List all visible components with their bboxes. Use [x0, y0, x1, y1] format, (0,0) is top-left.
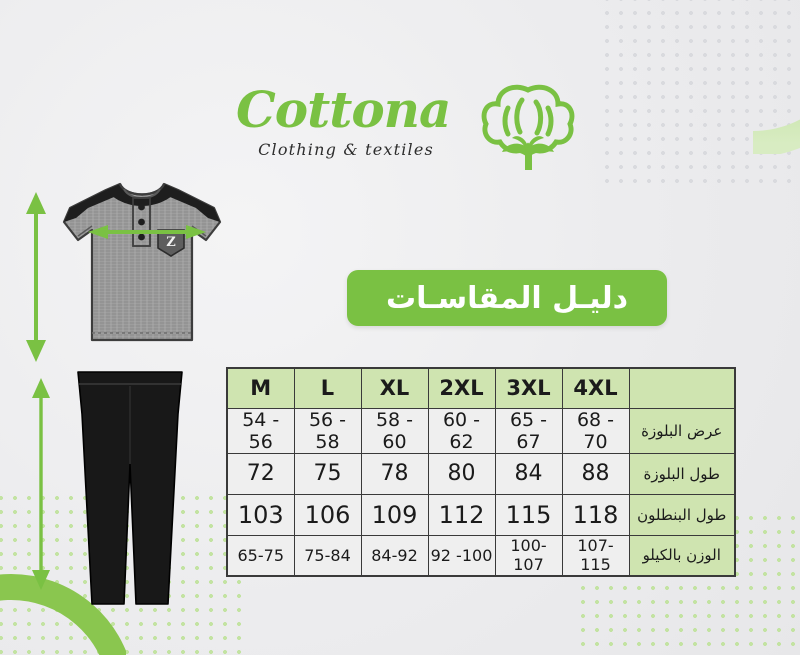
cell-weight-2xl: 92 -100	[427, 534, 496, 577]
size-guide-title-banner: دليـل المقاسـات	[347, 270, 667, 326]
cell-pantlen-m: 103	[226, 493, 295, 536]
cell-weight-m: 65-75	[226, 534, 295, 577]
cell-weight-4xl: 107-115	[561, 534, 630, 577]
shirt-length-arrow-icon	[26, 192, 46, 362]
cell-chest-m: 54 - 56	[226, 407, 295, 454]
svg-text:Z: Z	[166, 235, 176, 250]
size-header-l: L	[293, 367, 362, 409]
brand-tagline: Clothing & textiles	[258, 140, 434, 159]
cell-weight-xl: 84-92	[360, 534, 429, 577]
cell-shirtlen-l: 75	[293, 452, 362, 495]
cell-chest-l: 56 - 58	[293, 407, 362, 454]
pants-length-arrow-icon	[32, 378, 50, 590]
cell-chest-2xl: 60 - 62	[427, 407, 496, 454]
cell-chest-4xl: 68 - 70	[561, 407, 630, 454]
size-header-3xl: 3XL	[494, 367, 563, 409]
pants-illustration	[77, 371, 183, 605]
cell-pantlen-xl: 109	[360, 493, 429, 536]
table-row-pants-length: 103 106 109 112 115 118 طول البنطلون	[226, 493, 736, 536]
cell-shirtlen-4xl: 88	[561, 452, 630, 495]
cotton-boll-icon	[481, 84, 575, 170]
cell-chest-xl: 58 - 60	[360, 407, 429, 454]
table-row-chest-width: 54 - 56 56 - 58 58 - 60 60 - 62 65 - 67 …	[226, 407, 736, 454]
header-blank-cell	[628, 367, 736, 409]
row-label-pants-length: طول البنطلون	[628, 493, 736, 536]
cell-shirtlen-3xl: 84	[494, 452, 563, 495]
brand-logo: Cottona Clothing & textiles	[232, 80, 575, 188]
cell-shirtlen-xl: 78	[360, 452, 429, 495]
dot-pattern-top-right	[600, 0, 800, 192]
shirt-illustration: Z	[62, 182, 222, 342]
cell-pantlen-l: 106	[293, 493, 362, 536]
green-arc-top-right	[752, 119, 800, 154]
page-title: دليـل المقاسـات	[385, 280, 629, 316]
size-header-xl: XL	[360, 367, 429, 409]
row-label-shirt-length: طول البلوزة	[628, 452, 736, 495]
cell-weight-3xl: 100-107	[494, 534, 563, 577]
cell-weight-l: 75-84	[293, 534, 362, 577]
cell-pantlen-3xl: 115	[494, 493, 563, 536]
cell-shirtlen-2xl: 80	[427, 452, 496, 495]
size-header-4xl: 4XL	[561, 367, 630, 409]
shirt-width-arrow-icon	[88, 225, 206, 239]
table-header-row: M L XL 2XL 3XL 4XL	[226, 367, 736, 409]
brand-name: Cottona	[236, 80, 451, 139]
row-label-chest-width: عرض البلوزة	[628, 407, 736, 454]
cell-pantlen-2xl: 112	[427, 493, 496, 536]
cell-shirtlen-m: 72	[226, 452, 295, 495]
row-label-weight: الوزن بالكيلو	[628, 534, 736, 577]
table-row-weight: 65-75 75-84 84-92 92 -100 100-107 107-11…	[226, 534, 736, 577]
size-header-m: M	[226, 367, 295, 409]
size-chart-table: M L XL 2XL 3XL 4XL 54 - 56 56 - 58 58 - …	[226, 367, 736, 577]
table-row-shirt-length: 72 75 78 80 84 88 طول البلوزة	[226, 452, 736, 495]
cell-pantlen-4xl: 118	[561, 493, 630, 536]
size-header-2xl: 2XL	[427, 367, 496, 409]
cell-chest-3xl: 65 - 67	[494, 407, 563, 454]
